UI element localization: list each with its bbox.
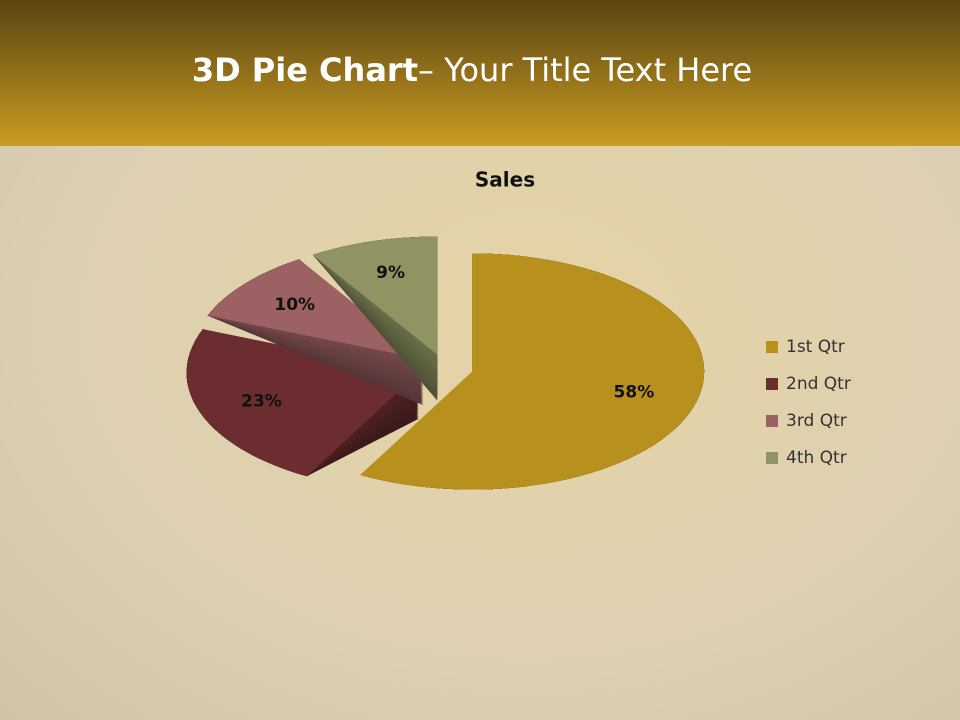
legend-swatch	[766, 378, 778, 390]
slide-title: 3D Pie Chart– Your Title Text Here	[192, 51, 752, 89]
pie-slice	[312, 236, 438, 401]
header-band	[0, 0, 960, 146]
legend: 1st Qtr 2nd Qtr 3rd Qtr 4th Qtr	[766, 337, 851, 468]
slide-title-bold: 3D Pie Chart	[192, 51, 418, 89]
legend-label: 4th Qtr	[786, 448, 847, 468]
pie-slice	[207, 259, 424, 406]
legend-label: 2nd Qtr	[786, 374, 851, 394]
slide-title-rest: – Your Title Text Here	[418, 51, 752, 89]
pie-slice	[186, 329, 419, 477]
pie: 58% 23% 10% 9%	[186, 236, 705, 490]
chart-title: Sales	[475, 168, 535, 192]
legend-label: 1st Qtr	[786, 337, 845, 357]
data-label: 9%	[376, 263, 405, 283]
slice-top	[312, 236, 438, 355]
legend-label: 3rd Qtr	[786, 411, 847, 431]
data-label: 10%	[274, 295, 315, 315]
data-label: 58%	[614, 383, 655, 403]
pie-slice	[360, 253, 705, 490]
legend-swatch	[766, 415, 778, 427]
slice-top	[207, 259, 424, 360]
legend-swatch	[766, 452, 778, 464]
slice-top	[360, 253, 705, 490]
data-label: 23%	[241, 392, 282, 412]
legend-swatch	[766, 341, 778, 353]
